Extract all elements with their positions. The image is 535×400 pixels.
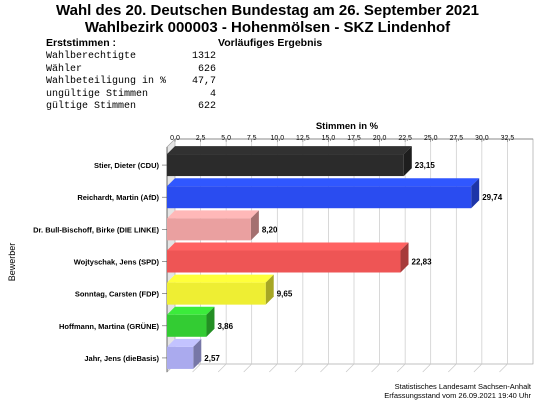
summary-table: Wahlberechtigte 1312 Wähler 626 Wahlbeteilig… bbox=[46, 51, 216, 114]
footer-source: Statistisches Landesamt Sachsen-Anhalt bbox=[394, 382, 531, 391]
x-tick-label: 30,0 bbox=[475, 135, 489, 142]
bar-top bbox=[167, 146, 412, 155]
summary-row-label: gültige Stimmen bbox=[46, 101, 137, 113]
gridline bbox=[294, 363, 304, 373]
summary-row: Wähler 626 bbox=[46, 64, 216, 77]
bar-value-label: 9,65 bbox=[277, 290, 293, 299]
footer-timestamp: Erfassungsstand vom 26.09.2021 19:40 Uhr bbox=[384, 391, 531, 400]
bar-value-label: 29,74 bbox=[482, 193, 503, 202]
summary-row: gültige Stimmen 622 bbox=[46, 101, 216, 114]
bar-side bbox=[265, 274, 274, 305]
bar-top bbox=[167, 242, 409, 251]
summary-row-value: 47,7 bbox=[191, 76, 216, 88]
x-tick-label: 25,0 bbox=[424, 135, 438, 142]
x-tick-label: 22,5 bbox=[398, 135, 412, 142]
bar-top bbox=[167, 178, 480, 187]
gridline bbox=[396, 363, 406, 373]
summary-row-value: 1312 bbox=[191, 51, 216, 62]
bar-value-label: 22,83 bbox=[412, 258, 433, 267]
category-label: Jahr, Jens (dieBasis) bbox=[84, 354, 159, 363]
x-tick-label: 15,0 bbox=[322, 135, 336, 142]
x-tick-label: 27,5 bbox=[449, 135, 463, 142]
summary-row-label: Wahlbeteiligung in % bbox=[46, 76, 167, 88]
category-label: Sonntag, Carsten (FDP) bbox=[75, 290, 160, 299]
gridline bbox=[269, 363, 278, 373]
bar-value-label: 23,15 bbox=[415, 161, 436, 170]
category-label: Dr. Bull-Bischoff, Birke (DIE LINKE) bbox=[33, 225, 159, 234]
summary-row-value: 626 bbox=[197, 63, 216, 75]
summary-row-label: Wähler bbox=[46, 63, 83, 75]
x-tick-label: 2,5 bbox=[196, 135, 206, 142]
bar bbox=[167, 250, 401, 273]
bar-top bbox=[167, 306, 215, 315]
x-tick-label: 10,0 bbox=[270, 135, 284, 142]
result-status: Vorläufiges Ergebnis bbox=[218, 37, 323, 49]
bar-side bbox=[206, 306, 215, 337]
gridline bbox=[371, 363, 380, 373]
bar-value-label: 2,57 bbox=[204, 354, 220, 363]
bar-side bbox=[471, 178, 480, 209]
bar bbox=[167, 282, 266, 305]
y-axis-title: Bewerber bbox=[7, 243, 17, 282]
summary-row-value: 622 bbox=[197, 101, 216, 113]
bar bbox=[167, 186, 472, 209]
page-title: Wahl des 20. Deutschen Bundestag am 26. … bbox=[56, 2, 479, 19]
bar bbox=[167, 218, 251, 241]
gridline bbox=[320, 363, 329, 373]
summary-row-value: 4 bbox=[209, 88, 216, 100]
bar bbox=[167, 154, 404, 177]
x-tick-label: 0,0 bbox=[170, 135, 180, 142]
category-label: Hoffmann, Martina (GRÜNE) bbox=[59, 322, 160, 331]
x-tick-label: 5,0 bbox=[221, 135, 231, 142]
category-label: Stier, Dieter (CDU) bbox=[94, 161, 160, 170]
gridline bbox=[243, 363, 252, 373]
summary-row: Wahlberechtigte 1312 bbox=[46, 51, 216, 64]
x-tick-label: 12,5 bbox=[296, 135, 310, 142]
page-subtitle: Wahlbezirk 000003 - Hohenmölsen - SKZ Li… bbox=[84, 19, 451, 36]
bar-side bbox=[403, 146, 412, 177]
summary-row: ungültige Stimmen 4 bbox=[46, 89, 216, 102]
gridline bbox=[473, 363, 483, 373]
bar-side bbox=[250, 210, 259, 241]
bar-value-label: 3,86 bbox=[217, 322, 233, 331]
x-tick-label: 20,0 bbox=[373, 135, 387, 142]
gridline bbox=[192, 363, 201, 373]
gridline bbox=[499, 363, 508, 373]
gridline bbox=[217, 363, 227, 373]
bar-top bbox=[167, 274, 274, 283]
category-label: Wojtyschak, Jens (SPD) bbox=[74, 258, 160, 267]
gridline bbox=[345, 363, 355, 373]
summary-row-label: Wahlberechtigte bbox=[46, 51, 137, 62]
x-tick-label: 7,5 bbox=[247, 135, 257, 142]
x-tick-label: 17,5 bbox=[347, 135, 361, 142]
x-tick-label: 32,5 bbox=[501, 135, 515, 142]
x-axis-title: Stimmen in % bbox=[316, 121, 379, 132]
bar-side bbox=[400, 242, 409, 273]
gridline bbox=[448, 363, 457, 373]
bar bbox=[167, 346, 194, 369]
category-label: Reichardt, Martin (AfD) bbox=[77, 193, 159, 202]
gridline bbox=[422, 363, 431, 373]
bar-top bbox=[167, 338, 202, 347]
bar-top bbox=[167, 210, 259, 219]
bar-value-label: 8,20 bbox=[262, 225, 278, 234]
section-label: Erststimmen : bbox=[46, 37, 117, 49]
bar bbox=[167, 314, 207, 337]
summary-row-label: ungültige Stimmen bbox=[46, 88, 149, 100]
summary-row: Wahlbeteiligung in % 47,7 bbox=[46, 76, 216, 89]
bar-side bbox=[193, 338, 202, 369]
